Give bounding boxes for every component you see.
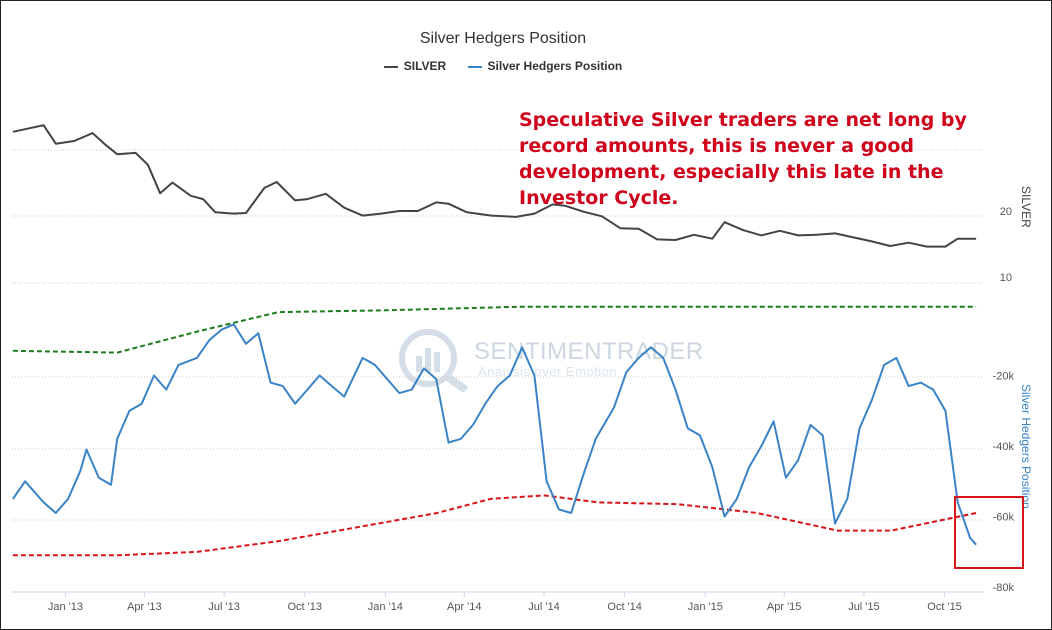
y-tick-label-hedgers: -60k [993, 512, 1015, 524]
y-axis-title-hedgers: Silver Hedgers Position [1019, 384, 1033, 509]
series-silver [12, 124, 977, 248]
x-tick-label: Apr '14 [447, 601, 482, 613]
x-tick-label: Apr '13 [127, 601, 162, 613]
legend-swatch-hedgers [467, 65, 482, 68]
x-tick-label: Apr '15 [767, 601, 802, 613]
x-tick-label: Jul '13 [208, 601, 239, 613]
legend-label-hedgers: Silver Hedgers Position [487, 59, 623, 73]
y-axis-title-silver: SILVER [1019, 186, 1033, 228]
chart-title: Silver Hedgers Position [419, 30, 587, 47]
y-tick-label-hedgers: -20k [993, 371, 1015, 383]
legend-item-hedgers[interactable]: Silver Hedgers Position [467, 59, 623, 73]
y-tick-label-hedgers: -80k [993, 582, 1015, 594]
legend: SILVER Silver Hedgers Position [0, 59, 1006, 73]
x-tick-label: Jul '15 [848, 601, 879, 613]
highlight-box [954, 496, 1024, 569]
series-upper-band [12, 305, 977, 354]
y-tick-label-hedgers: -40k [993, 441, 1015, 453]
legend-swatch-silver [383, 65, 398, 68]
x-tick-label: Oct '13 [287, 601, 322, 613]
legend-label-silver: SILVER [403, 59, 447, 73]
legend-item-silver[interactable]: SILVER [383, 59, 447, 73]
annotation-text: Speculative Silver traders are net long … [519, 109, 967, 209]
x-tick-label: Oct '14 [607, 601, 642, 613]
x-tick-label: Oct '15 [927, 601, 962, 613]
x-tick-label: Jan '14 [368, 601, 403, 613]
series-lower-band [12, 494, 977, 557]
x-tick-label: Jul '14 [528, 601, 559, 613]
series-hedgers [12, 323, 977, 546]
y-tick-label-price: 10 [1000, 272, 1012, 284]
x-tick-label: Jan '15 [688, 601, 723, 613]
y-tick-label-price: 20 [1000, 206, 1012, 218]
x-tick-label: Jan '13 [48, 601, 83, 613]
